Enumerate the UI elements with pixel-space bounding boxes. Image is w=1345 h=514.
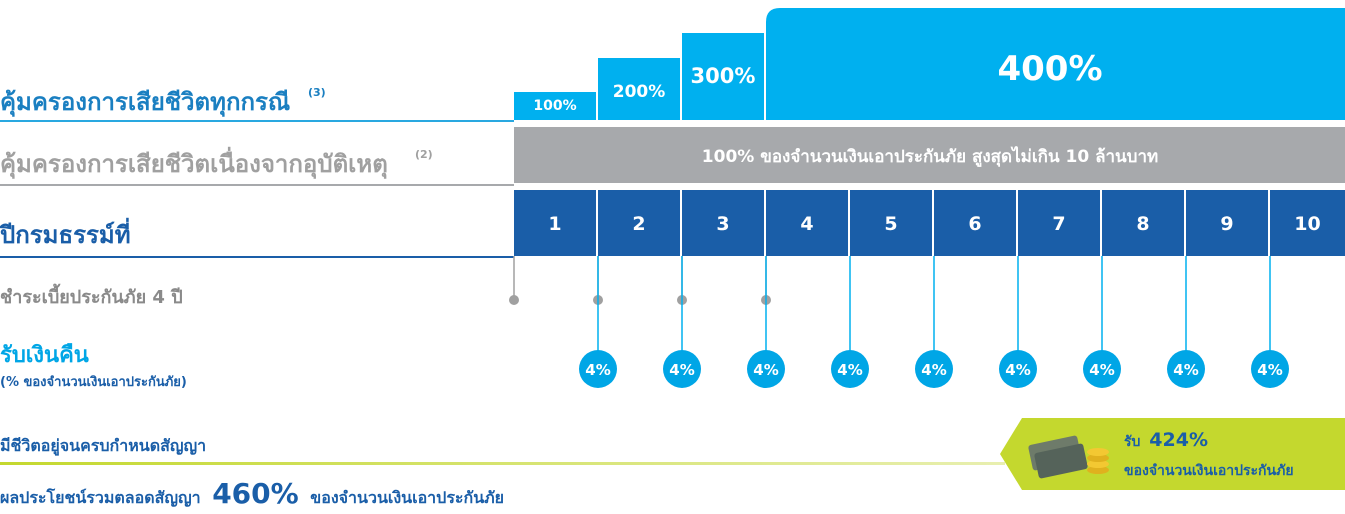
maturity-badge xyxy=(1000,418,1345,490)
total-suffix: ของจำนวนเงินเอาประกันภัย xyxy=(310,488,504,507)
divider xyxy=(0,462,1005,465)
money-icon xyxy=(1028,435,1109,479)
cashback-value: 4% xyxy=(837,361,862,379)
year-label: 4 xyxy=(800,213,813,235)
badge-value: 424% xyxy=(1149,429,1208,451)
cashback-circle xyxy=(579,350,617,388)
cashback-circle xyxy=(915,350,953,388)
year-label: 7 xyxy=(1052,213,1065,235)
cashback-circle xyxy=(1167,350,1205,388)
year-cell xyxy=(1270,190,1345,256)
step-label: 300% xyxy=(691,64,756,88)
premium-label: ชำระเบี้ยประกันภัย 4 ปี xyxy=(0,283,183,308)
cashback-circle xyxy=(1251,350,1289,388)
cashback-circle xyxy=(831,350,869,388)
cashback-circle xyxy=(747,350,785,388)
note: (3) xyxy=(308,86,326,99)
cashback-value: 4% xyxy=(669,361,694,379)
accident-bar xyxy=(514,127,1345,183)
cashback-value: 4% xyxy=(1257,361,1282,379)
cashback-value: 4% xyxy=(585,361,610,379)
year-label: 3 xyxy=(716,213,729,235)
step-box xyxy=(598,58,680,120)
year-label: 6 xyxy=(968,213,981,235)
year-cell xyxy=(850,190,932,256)
year-cell xyxy=(598,190,680,256)
year-label: 1 xyxy=(548,213,561,235)
year-cell xyxy=(1186,190,1268,256)
step-box xyxy=(682,33,764,120)
links: 4% 4% 4% 4% 4% 4% 4% 4% 4% xyxy=(509,256,1289,388)
step-label: 200% xyxy=(613,82,666,102)
cashback-value: 4% xyxy=(921,361,946,379)
year-cell xyxy=(934,190,1016,256)
year-cell xyxy=(1018,190,1100,256)
maturity-label: มีชีวิตอยู่จนครบกำหนดสัญญา xyxy=(0,436,206,457)
cashback-circle xyxy=(1083,350,1121,388)
premium-dot xyxy=(509,295,519,305)
step-label: 100% xyxy=(533,98,576,114)
coverage-accident-label: คุ้มครองการเสียชีวิตเนื่องจากอุบัติเหตุ xyxy=(0,146,388,180)
steps: 100% 200% 300% 400% xyxy=(514,8,1345,120)
coverage-all-label: คุ้มครองการเสียชีวิตทุกกรณี xyxy=(0,88,290,118)
cashback-value: 4% xyxy=(1089,361,1114,379)
total-value: 460% xyxy=(212,477,299,510)
cashback-circle xyxy=(999,350,1037,388)
step-label: 400% xyxy=(997,49,1102,89)
cashback-circle xyxy=(663,350,701,388)
step-box xyxy=(766,8,1345,120)
year-label: 5 xyxy=(884,213,897,235)
policy-year-label: ปีกรมธรรม์ที่ xyxy=(0,217,131,249)
badge-prefix: รับ xyxy=(1124,434,1141,450)
year-cell xyxy=(682,190,764,256)
step-box xyxy=(514,92,596,120)
total-line: ผลประโยชน์รวมตลอดสัญญา 460% ของจำนวนเงิน… xyxy=(0,477,504,510)
accident-text: 100% ของจำนวนเงินเอาประกันภัย สูงสุดไม่เ… xyxy=(702,146,1158,168)
badge-text: ของจำนวนเงินเอาประกันภัย xyxy=(1124,463,1294,479)
years: 1 2 3 4 5 6 7 8 9 10 xyxy=(514,190,1345,256)
year-label: 10 xyxy=(1294,213,1320,235)
cashback-value: 4% xyxy=(1005,361,1030,379)
cashback-sublabel: (% ของจำนวนเงินเอาประกันภัย) xyxy=(0,374,187,390)
year-cell xyxy=(514,190,596,256)
year-label: 9 xyxy=(1220,213,1233,235)
year-label: 8 xyxy=(1136,213,1149,235)
cashback-label: รับเงินคืน xyxy=(0,343,89,368)
badge-line: รับ 424% xyxy=(1124,429,1208,451)
year-cell xyxy=(766,190,848,256)
cashback-value: 4% xyxy=(1173,361,1198,379)
year-cell xyxy=(1102,190,1184,256)
cashback-value: 4% xyxy=(753,361,778,379)
total-prefix: ผลประโยชน์รวมตลอดสัญญา xyxy=(0,487,201,508)
note: (2) xyxy=(415,148,433,161)
year-label: 2 xyxy=(632,213,645,235)
